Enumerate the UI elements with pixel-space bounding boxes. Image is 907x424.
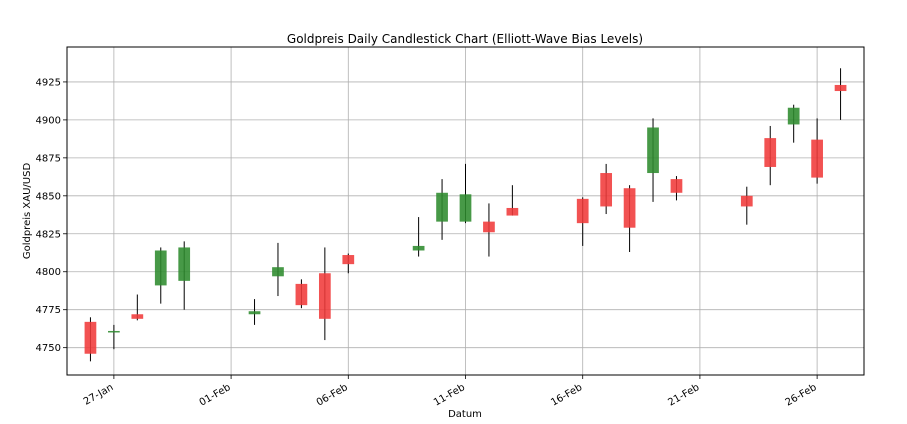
candle-body [483,221,495,233]
candle-body [623,188,636,228]
candle-down [740,186,753,225]
candle-body [342,255,355,265]
candle-body [318,273,331,319]
candle-down [318,247,331,341]
x-axis-label: Datum [448,409,482,420]
candle-up [436,179,448,240]
candle-down [131,294,144,321]
y-tick-label: 4850 [36,191,61,202]
x-tick-label: 06-Feb [315,382,350,409]
y-tick-label: 4875 [36,153,61,164]
candle-up [459,163,472,224]
y-axis-label: Goldpreis XAU/USD [22,163,33,260]
y-tick-label: 4825 [36,229,61,240]
candle-down [295,279,308,309]
candle-body [670,179,683,193]
candle-up [272,242,284,297]
candle-down [764,125,777,186]
candle-body [600,173,613,207]
x-axis-ticks: 27-Jan 01-Feb 06-Feb 11-Feb 16-Feb 21-Feb 26-F… [82,375,819,409]
x-tick-label: 01-Feb [198,382,233,409]
candle-body [787,107,800,125]
candle-down [342,253,355,274]
candle-body [506,207,519,216]
candle-down [834,68,847,120]
candle-down [576,197,589,246]
candle-up [412,217,425,257]
candle-body [834,84,847,92]
candle-down [670,176,683,201]
candle-down [506,185,519,216]
chart-title: Goldpreis Daily Candlestick Chart (Ellio… [287,32,643,46]
candle-down [600,163,613,215]
candle-body [154,250,167,286]
candle-body [108,330,120,333]
candle-up [647,118,659,202]
candle-up [154,247,167,304]
candle-body [576,198,589,224]
candle-body [436,192,448,222]
y-tick-label: 4750 [36,343,61,354]
candle-down [84,317,97,362]
candle-up [108,324,120,350]
candles [84,68,847,362]
candle-body [272,267,284,277]
candle-body [131,314,144,319]
candle-body [764,138,777,167]
y-tick-label: 4900 [36,115,61,126]
candle-body [248,311,261,315]
candle-down [623,185,636,252]
candle-down [811,118,823,184]
x-tick-label: 27-Jan [82,382,115,408]
y-tick-label: 4775 [36,305,61,316]
candle-up [178,241,191,310]
candle-body [811,139,823,178]
candle-body [178,247,191,281]
candle-up [787,104,800,143]
candle-body [740,195,753,207]
candle-down [483,203,495,257]
candle-body [459,194,472,222]
y-axis-ticks: 4750 4775 4800 4825 4850 4875 4900 4925 [36,77,67,354]
candle-up [248,299,261,325]
x-tick-label: 26-Feb [784,382,819,409]
x-tick-label: 21-Feb [666,382,701,409]
y-tick-label: 4800 [36,267,61,278]
y-tick-label: 4925 [36,77,61,88]
candle-body [295,283,308,306]
candle-body [647,127,659,174]
x-tick-label: 16-Feb [549,382,584,409]
x-tick-label: 11-Feb [432,382,467,409]
candle-body [84,321,97,354]
candle-body [412,245,425,251]
